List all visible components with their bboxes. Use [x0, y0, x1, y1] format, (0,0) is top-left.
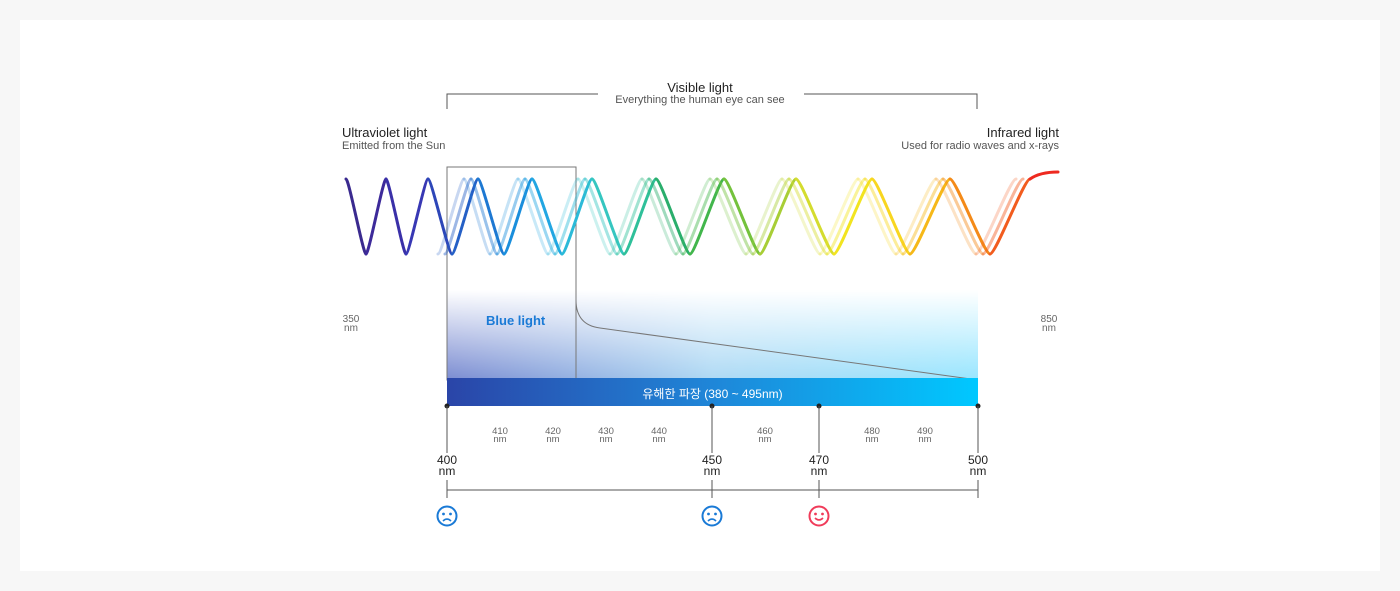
wave-segment — [344, 177, 368, 256]
wave-segment — [469, 177, 499, 256]
wave-segment — [787, 177, 829, 256]
wave-segment — [794, 177, 836, 256]
wave-segment — [744, 177, 784, 256]
wave-segment — [870, 177, 912, 256]
wave-segment — [530, 177, 564, 256]
wave-segment — [948, 177, 992, 256]
wave-segment — [715, 177, 755, 256]
wave-segment — [908, 177, 952, 256]
wave-segment — [590, 177, 626, 256]
wave-segment — [722, 177, 762, 256]
wave-segment — [941, 177, 985, 256]
tick-label: 480 nm — [864, 426, 880, 445]
sad-face-icon — [701, 505, 723, 527]
wave-segment — [608, 177, 644, 256]
wave-segment — [404, 177, 430, 256]
wave-segment — [640, 177, 678, 256]
wave-segment — [553, 177, 587, 256]
ir-title: Infrared light — [986, 125, 1059, 140]
sad-face-icon — [436, 505, 458, 527]
wave-segment — [560, 177, 594, 256]
wave-segment — [495, 177, 527, 256]
wave-segment — [647, 177, 685, 256]
wave-segment — [364, 177, 388, 256]
tick-label: 430 nm — [598, 426, 614, 445]
wave-segment — [708, 177, 748, 256]
wave-segment — [863, 177, 905, 256]
wave-segment — [450, 177, 480, 256]
wave-segment — [654, 177, 692, 256]
tick-label: 410 nm — [492, 426, 508, 445]
tick-label: 440 nm — [651, 426, 667, 445]
wave-segment — [384, 177, 408, 256]
spectrum-waves — [344, 170, 1060, 256]
smile-face-icon — [808, 505, 830, 527]
wave-segment — [426, 177, 454, 256]
bottom-bracket — [446, 480, 979, 498]
wave-segment — [934, 177, 978, 256]
wave-segment — [856, 177, 898, 256]
wave-segment — [894, 177, 938, 256]
uv-title: Ultraviolet light — [342, 125, 428, 140]
wave-segment — [758, 177, 798, 256]
tick-label: 460 nm — [757, 426, 773, 445]
wave-segment — [488, 177, 520, 256]
wave-segment — [825, 177, 867, 256]
wave-segment — [516, 177, 550, 256]
major-tick-label: 470 nm — [808, 453, 830, 478]
blue-light-label: Blue light — [486, 313, 546, 328]
wave-segment — [615, 177, 651, 256]
wave-segment — [476, 177, 506, 256]
wave-segment — [818, 177, 860, 256]
major-tick-label: 500 nm — [967, 453, 989, 478]
wave-segment — [988, 177, 1032, 256]
wave-segment — [583, 177, 619, 256]
range-min: 350 nm — [342, 314, 360, 334]
wave-segment — [546, 177, 580, 256]
wave-segment — [832, 177, 874, 256]
visible-light-title: Visible light — [667, 80, 733, 95]
wave-segment — [981, 177, 1025, 256]
visible-light-bracket — [446, 93, 978, 109]
wave-segment — [462, 177, 492, 256]
wave-segment — [523, 177, 557, 256]
uv-subtitle: Emitted from the Sun — [342, 140, 446, 152]
wave-segment — [674, 177, 712, 256]
wave-segment — [751, 177, 791, 256]
wave-segment — [576, 177, 612, 256]
wave-segment — [502, 177, 534, 256]
major-tick-label: 400 nm — [436, 453, 458, 478]
range-max: 850 nm — [1040, 314, 1058, 334]
wave-tail — [1028, 170, 1060, 181]
wave-segment — [901, 177, 945, 256]
harmful-band-label: 유해한 파장 (380 ~ 495nm) — [642, 387, 783, 401]
wave-segment — [622, 177, 658, 256]
wave-segment — [443, 177, 473, 256]
band-markers — [444, 403, 981, 453]
wave-segment — [688, 177, 726, 256]
wave-segment — [974, 177, 1018, 256]
wave-segment — [780, 177, 822, 256]
wave-segment — [681, 177, 719, 256]
tick-label: 490 nm — [917, 426, 933, 445]
harmful-band — [447, 378, 978, 406]
wave-segment — [436, 177, 466, 256]
ir-subtitle: Used for radio waves and x-rays — [901, 140, 1059, 152]
major-tick-label: 450 nm — [701, 453, 723, 478]
visible-light-subtitle: Everything the human eye can see — [615, 94, 785, 106]
tick-label: 420 nm — [545, 426, 561, 445]
